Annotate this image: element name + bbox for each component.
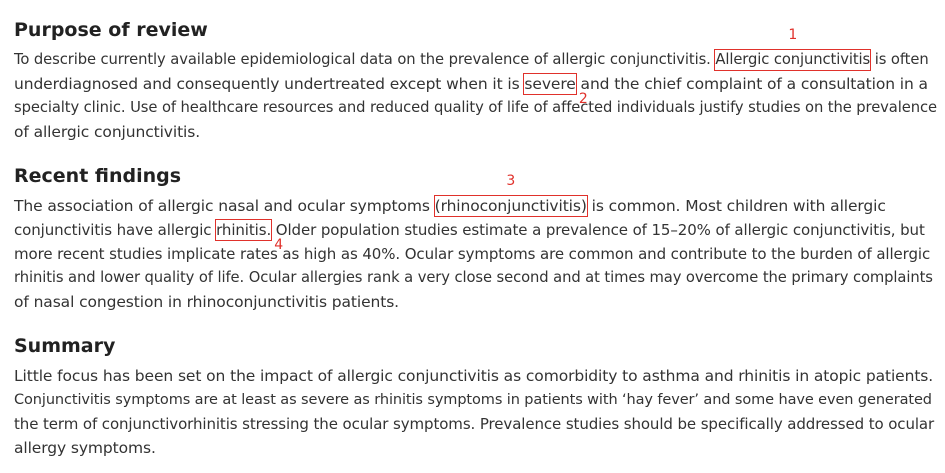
section-paragraph: Little focus has been set on the impact …: [14, 364, 939, 460]
text-line: allergy symptoms.: [14, 439, 156, 457]
text-line: Conjunctivitis symptoms are at least as …: [14, 392, 932, 408]
text-line: underdiagnosed and consequently undertre…: [14, 73, 928, 107]
section-paragraph: The association of allergic nasal and oc…: [14, 173, 939, 314]
section-heading: Recent findings: [14, 165, 182, 187]
section-summary: Summary Little focus has been set on the…: [14, 334, 939, 460]
text-line: Little focus has been set on the impact …: [14, 367, 934, 385]
text-line: of allergic conjunctivitis.: [14, 123, 201, 141]
text-line: the term of conjunctivorhinitis stressin…: [14, 415, 935, 433]
section-heading: Purpose of review: [14, 19, 208, 41]
text-line: conjunctivitis have allergic rhinitis. 4 …: [14, 219, 925, 253]
annotation-number: 1: [788, 27, 798, 43]
annotation-number: 3: [506, 173, 516, 189]
annotation-number: 2: [578, 91, 588, 107]
annotation-number: 4: [274, 237, 284, 253]
text-line: rhinitis and lower quality of life. Ocul…: [14, 269, 933, 286]
text-line: more recent studies implicate rates as h…: [14, 245, 931, 263]
section-paragraph: To describe currently available epidemio…: [14, 27, 939, 144]
section-heading: Summary: [14, 335, 116, 357]
text-line: The association of allergic nasal and oc…: [14, 173, 886, 217]
section-purpose: Purpose of review To describe currently …: [14, 18, 939, 144]
text-line: of nasal congestion in rhinoconjunctivit…: [14, 293, 400, 311]
section-recent-findings: Recent findings The association of aller…: [14, 164, 939, 314]
text-line: specialty clinic. Use of healthcare reso…: [14, 99, 937, 116]
highlight-box-4: rhinitis. 4: [215, 219, 284, 253]
highlight-box-1: Allergic conjunctivitis 1: [714, 27, 872, 71]
highlight-box-3: (rhinoconjunctivitis) 3: [433, 173, 588, 217]
highlight-box-2: severe 2: [523, 73, 588, 107]
text-line: To describe currently available epidemio…: [14, 27, 929, 71]
